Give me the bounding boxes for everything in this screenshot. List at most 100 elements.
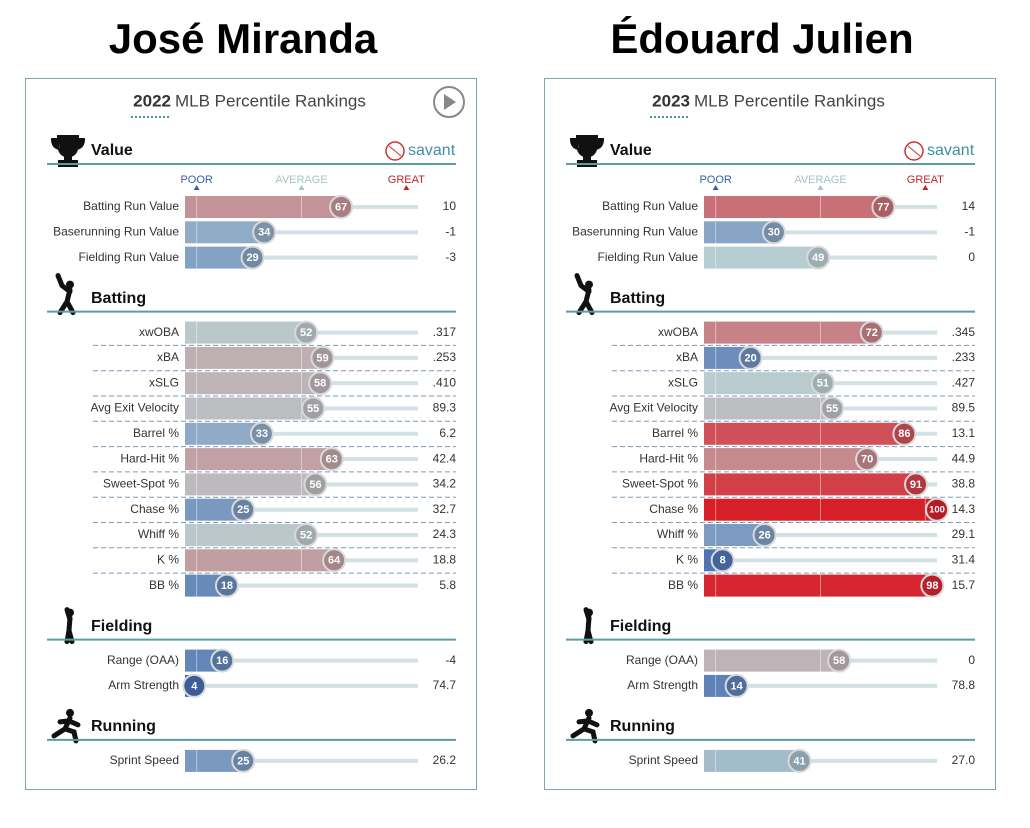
- percentile-value: 98: [926, 580, 938, 592]
- metric-label: xSLG: [149, 375, 179, 389]
- percentile-bar: [704, 321, 872, 344]
- bar-track: [704, 533, 937, 537]
- metric-label: Arm Strength: [627, 678, 698, 692]
- percentile-bar: [704, 246, 819, 269]
- stat-value: 31.4: [952, 552, 976, 566]
- stat-value: .233: [952, 350, 976, 364]
- percentile-dot: [761, 220, 786, 245]
- scale-label: AVERAGE: [794, 174, 846, 186]
- percentile-bar: [704, 448, 868, 471]
- bar-track: [185, 230, 418, 235]
- stat-value: 34.2: [433, 477, 457, 491]
- percentile-dot: [182, 673, 207, 698]
- metric-label: Chase %: [130, 502, 179, 516]
- metric-label: Whiff %: [657, 527, 698, 541]
- section-title: Fielding: [91, 618, 152, 635]
- bar-track: [704, 683, 937, 688]
- percentile-value: 77: [877, 201, 889, 213]
- section-title: Value: [91, 142, 133, 159]
- year: 2022: [133, 91, 171, 110]
- stat-value: 89.3: [433, 401, 457, 415]
- percentile-dot: [210, 648, 235, 673]
- percentile-dot: [303, 472, 328, 497]
- scale-label: POOR: [699, 174, 731, 186]
- bar-track: [185, 583, 418, 588]
- metric-label: Arm Strength: [108, 678, 179, 692]
- metric-label: xBA: [676, 350, 698, 364]
- section: Value savant POOR AVERAGE GREAT Batting Run V…: [47, 135, 456, 270]
- percentile-value: 26: [758, 529, 770, 541]
- section: Batting xwOBA 72 .345 xBA 20 .233 xSLG 51 .427 Avg…: [566, 273, 976, 598]
- section-title: Batting: [610, 290, 665, 307]
- scale-arrow: [922, 185, 929, 190]
- percentile-bar: [704, 196, 884, 218]
- percentile-dot: [322, 548, 347, 573]
- percentile-dot: [892, 421, 917, 446]
- scale-label: GREAT: [388, 174, 425, 186]
- stat-value: 89.5: [952, 401, 976, 415]
- percentile-bar: [185, 549, 335, 572]
- bar-track: [185, 658, 418, 663]
- percentile-value: 67: [335, 201, 347, 213]
- stat-value: 0: [968, 250, 975, 264]
- metric-label: xSLG: [668, 375, 698, 389]
- percentile-dot: [920, 573, 945, 598]
- bar-track: [704, 758, 937, 763]
- bar-track: [185, 758, 418, 763]
- metric-label: xBA: [157, 350, 179, 364]
- heading: MLB Percentile Rankings: [175, 91, 366, 110]
- percentile-dot: [925, 497, 949, 522]
- percentile-bar: [185, 221, 265, 244]
- metric-label: Fielding Run Value: [597, 250, 698, 264]
- metric-label: BB %: [149, 578, 179, 592]
- metric-label: xwOBA: [658, 325, 698, 339]
- year: 2023: [652, 91, 690, 110]
- stat-value: 14: [962, 199, 976, 213]
- percentile-value: 49: [812, 252, 824, 264]
- metric-label: Baserunning Run Value: [53, 224, 179, 238]
- metric-label: Sweet-Spot %: [103, 477, 179, 491]
- percentile-dot: [724, 673, 749, 698]
- percentile-value: 58: [314, 378, 326, 390]
- heading: MLB Percentile Rankings: [694, 91, 885, 110]
- stat-value: 13.1: [952, 426, 976, 440]
- stat-value: 44.9: [952, 451, 976, 465]
- percentile-bar: [185, 246, 253, 269]
- metric-label: Barrel %: [133, 426, 179, 440]
- stat-value: 0: [968, 653, 975, 667]
- percentile-bar: [704, 221, 774, 244]
- stat-value: .253: [433, 350, 457, 364]
- metric-label: Range (OAA): [626, 653, 698, 667]
- section: Running Sprint Speed 25 26.2: [47, 708, 456, 773]
- percentile-bar: [704, 346, 751, 369]
- percentile-dot: [319, 447, 344, 472]
- metric-label: Sprint Speed: [110, 753, 179, 767]
- player-icon-head: [585, 708, 593, 717]
- metric-label: K %: [157, 552, 179, 566]
- play-button[interactable]: [433, 86, 465, 118]
- stat-value: 29.1: [952, 527, 976, 541]
- logo-stitch: [388, 145, 402, 157]
- stat-value: 5.8: [439, 578, 456, 592]
- bar-track: [704, 558, 937, 563]
- play-icon[interactable]: [444, 94, 456, 110]
- percentile-bar: [704, 749, 800, 772]
- panel-border: [25, 78, 477, 790]
- stat-value: .345: [952, 325, 976, 339]
- logo-text: savant: [408, 142, 456, 159]
- percentile-dot: [308, 371, 333, 396]
- percentile-value: 63: [326, 454, 338, 466]
- stat-value: .410: [433, 375, 457, 389]
- section: Fielding Range (OAA) 58 0 Arm Strength 14 78.8: [566, 607, 975, 698]
- metric-label: Batting Run Value: [83, 199, 179, 213]
- percentile-value: 25: [237, 755, 249, 767]
- percentile-dot: [810, 371, 835, 396]
- stat-value: 74.7: [433, 678, 457, 692]
- percentile-dot: [806, 245, 831, 270]
- percentile-dot: [738, 345, 763, 370]
- percentile-dot: [252, 220, 277, 245]
- percentile-dot: [214, 573, 239, 598]
- scale-arrow: [298, 185, 305, 190]
- metric-label: xwOBA: [139, 325, 179, 339]
- percentile-value: 55: [826, 403, 838, 415]
